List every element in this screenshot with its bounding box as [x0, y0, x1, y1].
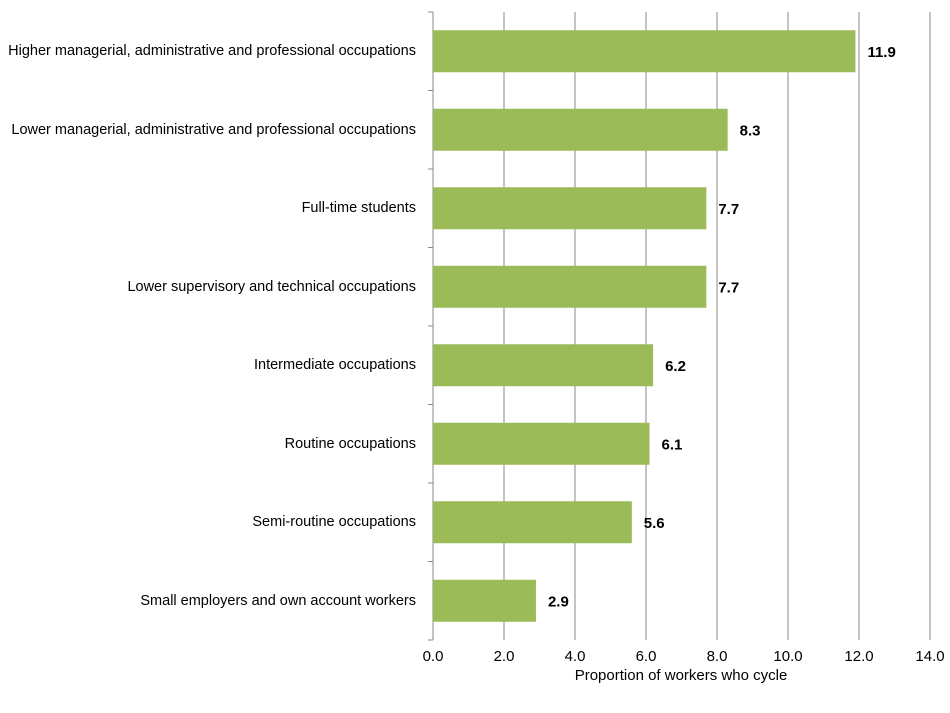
data-label: 7.7 [718, 201, 739, 218]
x-tick-label: 14.0 [915, 648, 944, 665]
data-label: 2.9 [548, 594, 569, 611]
bar [433, 501, 632, 544]
x-tick-label: 0.0 [423, 648, 444, 665]
data-label: 5.6 [644, 515, 665, 532]
bar [433, 265, 707, 308]
data-label: 11.9 [867, 44, 895, 61]
data-label: 8.3 [740, 123, 761, 140]
y-tick-label: Semi-routine occupations [252, 514, 416, 531]
data-label: 6.2 [665, 358, 686, 375]
bar [433, 30, 856, 73]
y-tick-label: Full-time students [301, 200, 416, 217]
bar [433, 108, 728, 151]
x-tick-label: 4.0 [565, 648, 586, 665]
x-tick-label: 6.0 [636, 648, 657, 665]
bar [433, 187, 707, 230]
bar [433, 344, 654, 387]
data-label: 7.7 [718, 280, 739, 297]
y-tick-label: Lower managerial, administrative and pro… [11, 121, 416, 138]
bar [433, 422, 650, 465]
x-tick-label: 10.0 [773, 648, 802, 665]
y-tick-label: Lower supervisory and technical occupati… [127, 278, 416, 295]
x-axis-label: Proportion of workers who cycle [575, 667, 788, 684]
y-tick-label: Intermediate occupations [253, 357, 416, 374]
y-tick-label: Small employers and own account workers [140, 592, 416, 609]
x-tick-label: 8.0 [707, 648, 728, 665]
y-tick-label: Routine occupations [284, 435, 416, 452]
y-tick-label: Higher managerial, administrative and pr… [8, 43, 416, 60]
x-tick-label: 2.0 [494, 648, 515, 665]
data-label: 6.1 [662, 437, 683, 454]
bar [433, 579, 536, 622]
x-tick-label: 12.0 [844, 648, 873, 665]
